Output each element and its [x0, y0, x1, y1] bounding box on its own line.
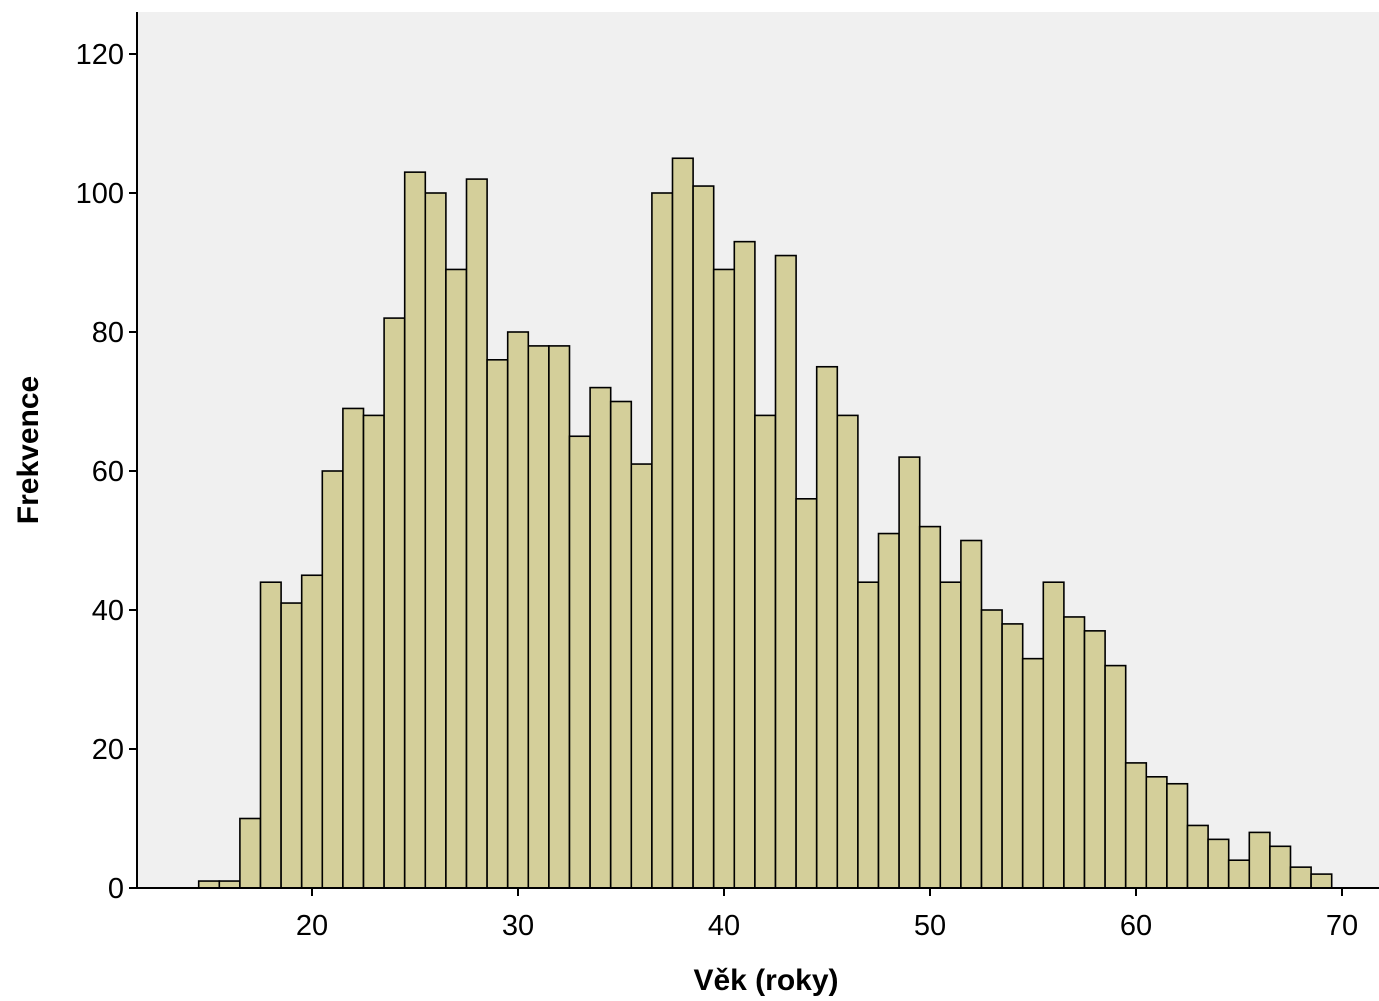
histogram-bar-age-49 — [898, 456, 921, 889]
histogram-bar-age-38 — [671, 157, 694, 889]
histogram-bar-age-25 — [403, 171, 427, 889]
histogram-bar-age-26 — [424, 192, 447, 889]
histogram-bar-age-57 — [1063, 616, 1086, 889]
histogram-bar-age-67 — [1269, 845, 1292, 889]
histogram-bar-age-46 — [836, 414, 859, 889]
histogram-bar-age-40 — [712, 268, 736, 889]
histogram-bar-age-18 — [259, 581, 282, 889]
y-axis-title: Frekvence — [12, 376, 45, 524]
histogram-bar-age-24 — [383, 317, 406, 889]
y-tick-label: 60 — [92, 456, 124, 488]
histogram-bar-age-30 — [506, 331, 530, 889]
histogram-bar-age-61 — [1145, 775, 1168, 889]
histogram-bar-age-59 — [1104, 664, 1127, 889]
x-tick-label: 20 — [296, 910, 328, 942]
histogram-bar-age-29 — [486, 358, 509, 889]
x-ticks-group: 20 30 40 50 60 70 — [296, 888, 1358, 942]
histogram-bar-age-32 — [548, 345, 571, 889]
histogram-bar-age-22 — [342, 407, 365, 889]
histogram-bar-age-44 — [795, 497, 818, 889]
histogram-bar-age-21 — [321, 470, 344, 889]
x-axis-title: Věk (roky) — [693, 964, 838, 997]
histogram-bar-age-60 — [1124, 762, 1148, 889]
x-tick-label: 60 — [1120, 910, 1152, 942]
x-tick-label: 50 — [914, 910, 946, 942]
histogram-bar-age-37 — [651, 192, 674, 889]
histogram-bar-age-47 — [857, 581, 880, 889]
histogram-bar-age-50 — [918, 525, 942, 889]
histogram-bar-age-39 — [692, 185, 715, 889]
x-tick-label: 40 — [708, 910, 740, 942]
histogram-bar-age-34 — [589, 386, 612, 889]
bars-group — [197, 157, 1333, 889]
histogram-bar-age-65 — [1227, 859, 1251, 889]
histogram-bar-age-36 — [630, 463, 653, 889]
histogram-bar-age-23 — [362, 414, 385, 889]
y-tick-label: 0 — [108, 873, 124, 905]
y-tick-label: 120 — [76, 39, 124, 71]
y-ticks-group: 0 20 40 60 80 100 120 — [76, 39, 137, 905]
histogram-bar-age-42 — [754, 414, 777, 889]
histogram-bar-age-31 — [527, 345, 550, 889]
histogram-bar-age-16 — [218, 880, 241, 889]
histogram-bar-age-27 — [445, 268, 468, 889]
histogram-bar-age-43 — [774, 254, 797, 889]
histogram-bar-age-51 — [939, 581, 962, 889]
histogram-bar-age-45 — [815, 365, 839, 889]
histogram-bar-age-68 — [1289, 866, 1312, 889]
histogram-bar-age-35 — [609, 400, 633, 889]
x-tick-label: 70 — [1326, 910, 1358, 942]
y-tick-label: 80 — [92, 317, 124, 349]
histogram-bar-age-33 — [568, 435, 591, 889]
histogram-bar-age-19 — [280, 602, 303, 889]
histogram-bar-age-62 — [1166, 782, 1189, 889]
histogram-bar-age-15 — [197, 880, 221, 889]
histogram-bar-age-64 — [1207, 838, 1230, 889]
histogram-bar-age-55 — [1021, 657, 1045, 889]
histogram-bar-age-48 — [877, 532, 900, 889]
histogram-bar-age-20 — [300, 574, 324, 889]
histogram-bar-age-41 — [733, 240, 756, 889]
histogram-bar-age-66 — [1248, 831, 1271, 889]
histogram-bar-age-28 — [465, 178, 488, 889]
y-tick-label: 40 — [92, 595, 124, 627]
y-tick-label: 20 — [92, 734, 124, 766]
histogram-bar-age-52 — [960, 539, 983, 889]
histogram-bar-age-54 — [1001, 623, 1024, 889]
y-tick-label: 100 — [76, 178, 124, 210]
histogram-bar-age-56 — [1042, 581, 1065, 889]
x-tick-label: 30 — [502, 910, 534, 942]
histogram-bar-age-53 — [980, 609, 1003, 889]
axes-group — [136, 12, 1379, 889]
histogram-bar-age-17 — [239, 817, 262, 889]
histogram-bar-age-69 — [1310, 873, 1333, 889]
histogram-bar-age-58 — [1083, 630, 1106, 889]
histogram-bar-age-63 — [1186, 824, 1209, 889]
